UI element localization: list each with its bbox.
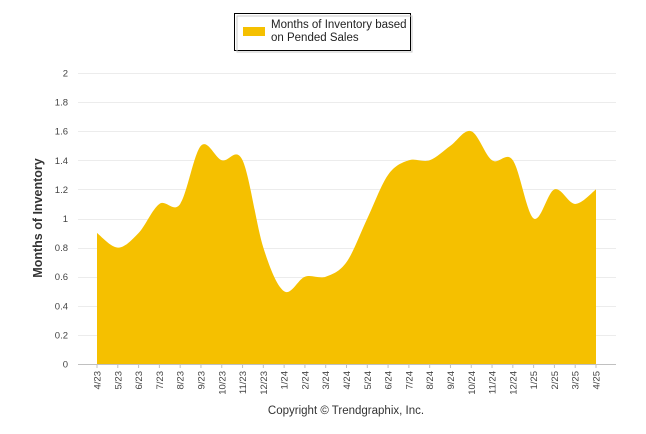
area-layer [96,130,597,364]
y-tick-label: 2 [63,69,68,80]
x-tick-label: 7/24 [404,371,415,390]
x-tick-label: 10/23 [217,371,228,395]
x-tick-label: 4/25 [592,371,603,390]
y-tick-layer: 0 0.2 0.4 0.6 0.8 1 1.2 1.4 1.6 1.8 2 [55,69,68,371]
y-axis-title: Months of Inventory [31,158,45,277]
x-tick-label: 8/24 [425,371,436,390]
y-tick-label: 0.6 [55,272,68,283]
y-tick-label: 1.4 [55,156,68,167]
x-tick-label: 5/24 [363,371,374,390]
x-tick-label: 11/24 [488,371,499,394]
x-tick-label: 7/23 [155,371,166,390]
x-tick-layer: 4/23 5/23 6/23 7/23 8/23 9/23 10/23 11/23 12/23 1… [93,364,603,395]
x-tick-label: 5/23 [113,371,124,390]
x-tick-label: 9/24 [446,371,457,390]
x-tick-label: 6/23 [134,371,145,390]
x-tick-label: 4/23 [93,371,104,390]
legend-shadow [236,15,413,53]
x-tick-label: 11/23 [238,371,249,394]
copyright-text: Copyright © Trendgraphix, Inc. [268,405,424,417]
x-tick-label: 10/24 [467,371,478,395]
x-tick-label: 6/24 [384,371,395,390]
legend: Months of Inventory based on Pended Sale… [234,13,413,53]
x-tick-label: 2/24 [300,371,311,390]
x-tick-label: 2/25 [550,371,561,390]
legend-swatch [243,27,265,36]
y-tick-label: 1.2 [55,185,68,196]
area-series-months-of-inventory [97,130,596,364]
y-tick-label: 0.8 [55,243,68,254]
x-tick-label: 3/25 [571,371,582,390]
x-tick-label: 1/24 [280,371,291,390]
y-tick-label: 1 [63,214,68,225]
y-tick-label: 1.8 [55,98,68,109]
legend-label-line2: on Pended Sales [271,32,359,44]
y-tick-label: 0.2 [55,330,68,341]
x-tick-label: 9/23 [196,371,207,390]
y-tick-label: 1.6 [55,127,68,138]
y-tick-label: 0.4 [55,301,68,312]
x-tick-label: 3/24 [321,371,332,390]
x-tick-label: 12/23 [259,371,270,395]
x-tick-label: 8/23 [176,371,187,390]
x-tick-label: 4/24 [342,371,353,390]
legend-label-line1: Months of Inventory based [271,19,407,31]
y-tick-label: 0 [63,360,68,371]
x-tick-label: 1/25 [529,371,540,390]
x-tick-label: 12/24 [508,371,519,395]
